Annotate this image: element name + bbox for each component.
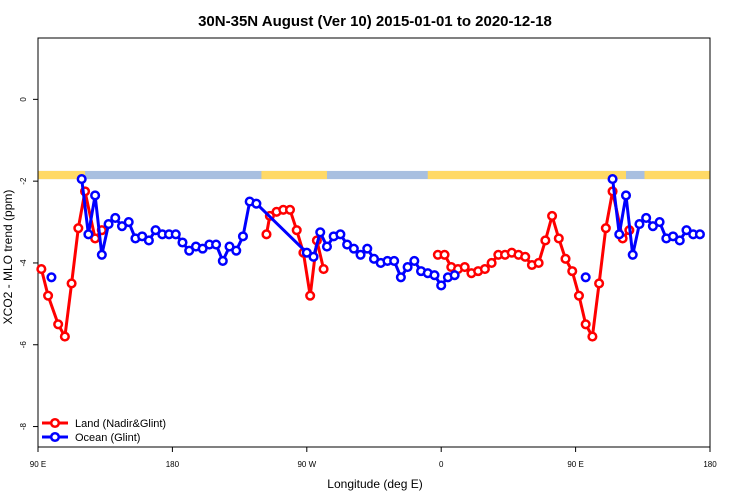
- data-point: [409, 255, 420, 266]
- surface-band: [38, 170, 710, 180]
- data-point: [66, 278, 77, 289]
- legend-label: Ocean (Glint): [75, 432, 140, 444]
- data-point: [36, 264, 47, 275]
- land-band-segment: [261, 170, 327, 180]
- data-point: [479, 264, 490, 275]
- data-point: [335, 229, 346, 240]
- data-point: [318, 264, 329, 275]
- x-tick-label: 90 E: [30, 460, 46, 469]
- data-point: [73, 223, 84, 234]
- legend-label: Land (Nadir&Glint): [75, 418, 166, 430]
- y-axis: 0 -2 -4 -6 -8: [19, 97, 38, 430]
- data-point: [389, 255, 400, 266]
- data-point: [694, 229, 705, 240]
- x-tick-label: 180: [703, 460, 717, 469]
- y-axis-label: XCO2 - MLO trend (ppm): [1, 190, 15, 325]
- data-point: [46, 272, 57, 283]
- plot-frame: [37, 37, 711, 448]
- legend-marker: [49, 417, 61, 429]
- data-point: [217, 255, 228, 266]
- data-point: [641, 212, 652, 224]
- data-point: [580, 272, 591, 283]
- data-point: [594, 278, 605, 289]
- data-point: [355, 249, 366, 260]
- data-point: [308, 251, 319, 262]
- data-point: [654, 217, 665, 228]
- data-point: [533, 257, 544, 269]
- y-tick-label: 0: [19, 97, 28, 102]
- data-point: [43, 290, 54, 301]
- data-point: [177, 237, 188, 248]
- data-point: [362, 243, 373, 254]
- data-point: [315, 227, 326, 238]
- data-point: [439, 249, 450, 260]
- data-point: [553, 233, 564, 244]
- data-point: [620, 190, 632, 201]
- data-point: [231, 245, 242, 256]
- data-point: [429, 270, 440, 281]
- x-tick-label: 90 E: [567, 460, 583, 469]
- data-point: [560, 253, 571, 264]
- data-point: [547, 210, 558, 221]
- data-point: [59, 331, 70, 342]
- series-layer: [36, 174, 705, 342]
- data-point: [567, 266, 578, 277]
- data-point: [103, 219, 114, 230]
- data-point: [110, 212, 121, 224]
- y-tick-label: -4: [19, 259, 28, 267]
- data-point: [251, 198, 262, 209]
- series-land: [36, 186, 635, 342]
- data-point: [449, 270, 460, 281]
- y-tick-label: -2: [19, 177, 28, 185]
- data-point: [587, 331, 598, 342]
- data-point: [459, 261, 470, 273]
- data-point: [520, 251, 531, 262]
- data-point: [321, 241, 333, 252]
- data-point: [580, 319, 591, 330]
- y-tick-label: -8: [19, 422, 28, 430]
- y-tick-label: -6: [19, 341, 28, 349]
- land-band-segment: [427, 170, 626, 180]
- x-tick-label: 0: [439, 460, 444, 469]
- x-tick-label: 90 W: [297, 460, 316, 469]
- data-point: [284, 204, 296, 215]
- land-band-segment: [644, 170, 710, 180]
- ocean-band: [38, 170, 710, 180]
- data-point: [291, 225, 302, 236]
- data-point: [83, 229, 94, 240]
- data-point: [53, 319, 64, 330]
- data-point: [607, 174, 618, 185]
- data-point: [143, 235, 154, 246]
- x-axis: 90 E 180 90 W 0 90 E 180: [30, 447, 717, 469]
- data-point: [395, 272, 406, 283]
- data-point: [573, 290, 585, 301]
- data-point: [76, 174, 87, 185]
- data-point: [261, 229, 272, 240]
- x-tick-label: 180: [166, 460, 180, 469]
- data-point: [402, 261, 413, 273]
- data-point: [614, 229, 625, 240]
- data-point: [634, 219, 645, 230]
- x-axis-label: Longitude (deg E): [327, 477, 422, 491]
- data-point: [123, 217, 134, 228]
- data-point: [674, 235, 685, 246]
- data-point: [436, 280, 447, 291]
- data-point: [540, 235, 551, 246]
- legend: Land (Nadir&Glint) Ocean (Glint): [42, 417, 166, 444]
- data-point: [627, 249, 638, 260]
- data-point: [486, 257, 497, 269]
- legend-marker: [49, 431, 61, 443]
- data-point: [237, 231, 249, 242]
- data-point: [96, 249, 107, 260]
- chart-title: 30N-35N August (Ver 10) 2015-01-01 to 20…: [198, 13, 552, 30]
- data-point: [170, 229, 181, 240]
- data-point: [90, 190, 101, 201]
- land-band-segment: [38, 170, 86, 180]
- data-point: [305, 290, 316, 301]
- series-ocean: [46, 174, 705, 291]
- data-point: [600, 223, 611, 234]
- data-point: [211, 239, 222, 250]
- data-point: [348, 243, 359, 254]
